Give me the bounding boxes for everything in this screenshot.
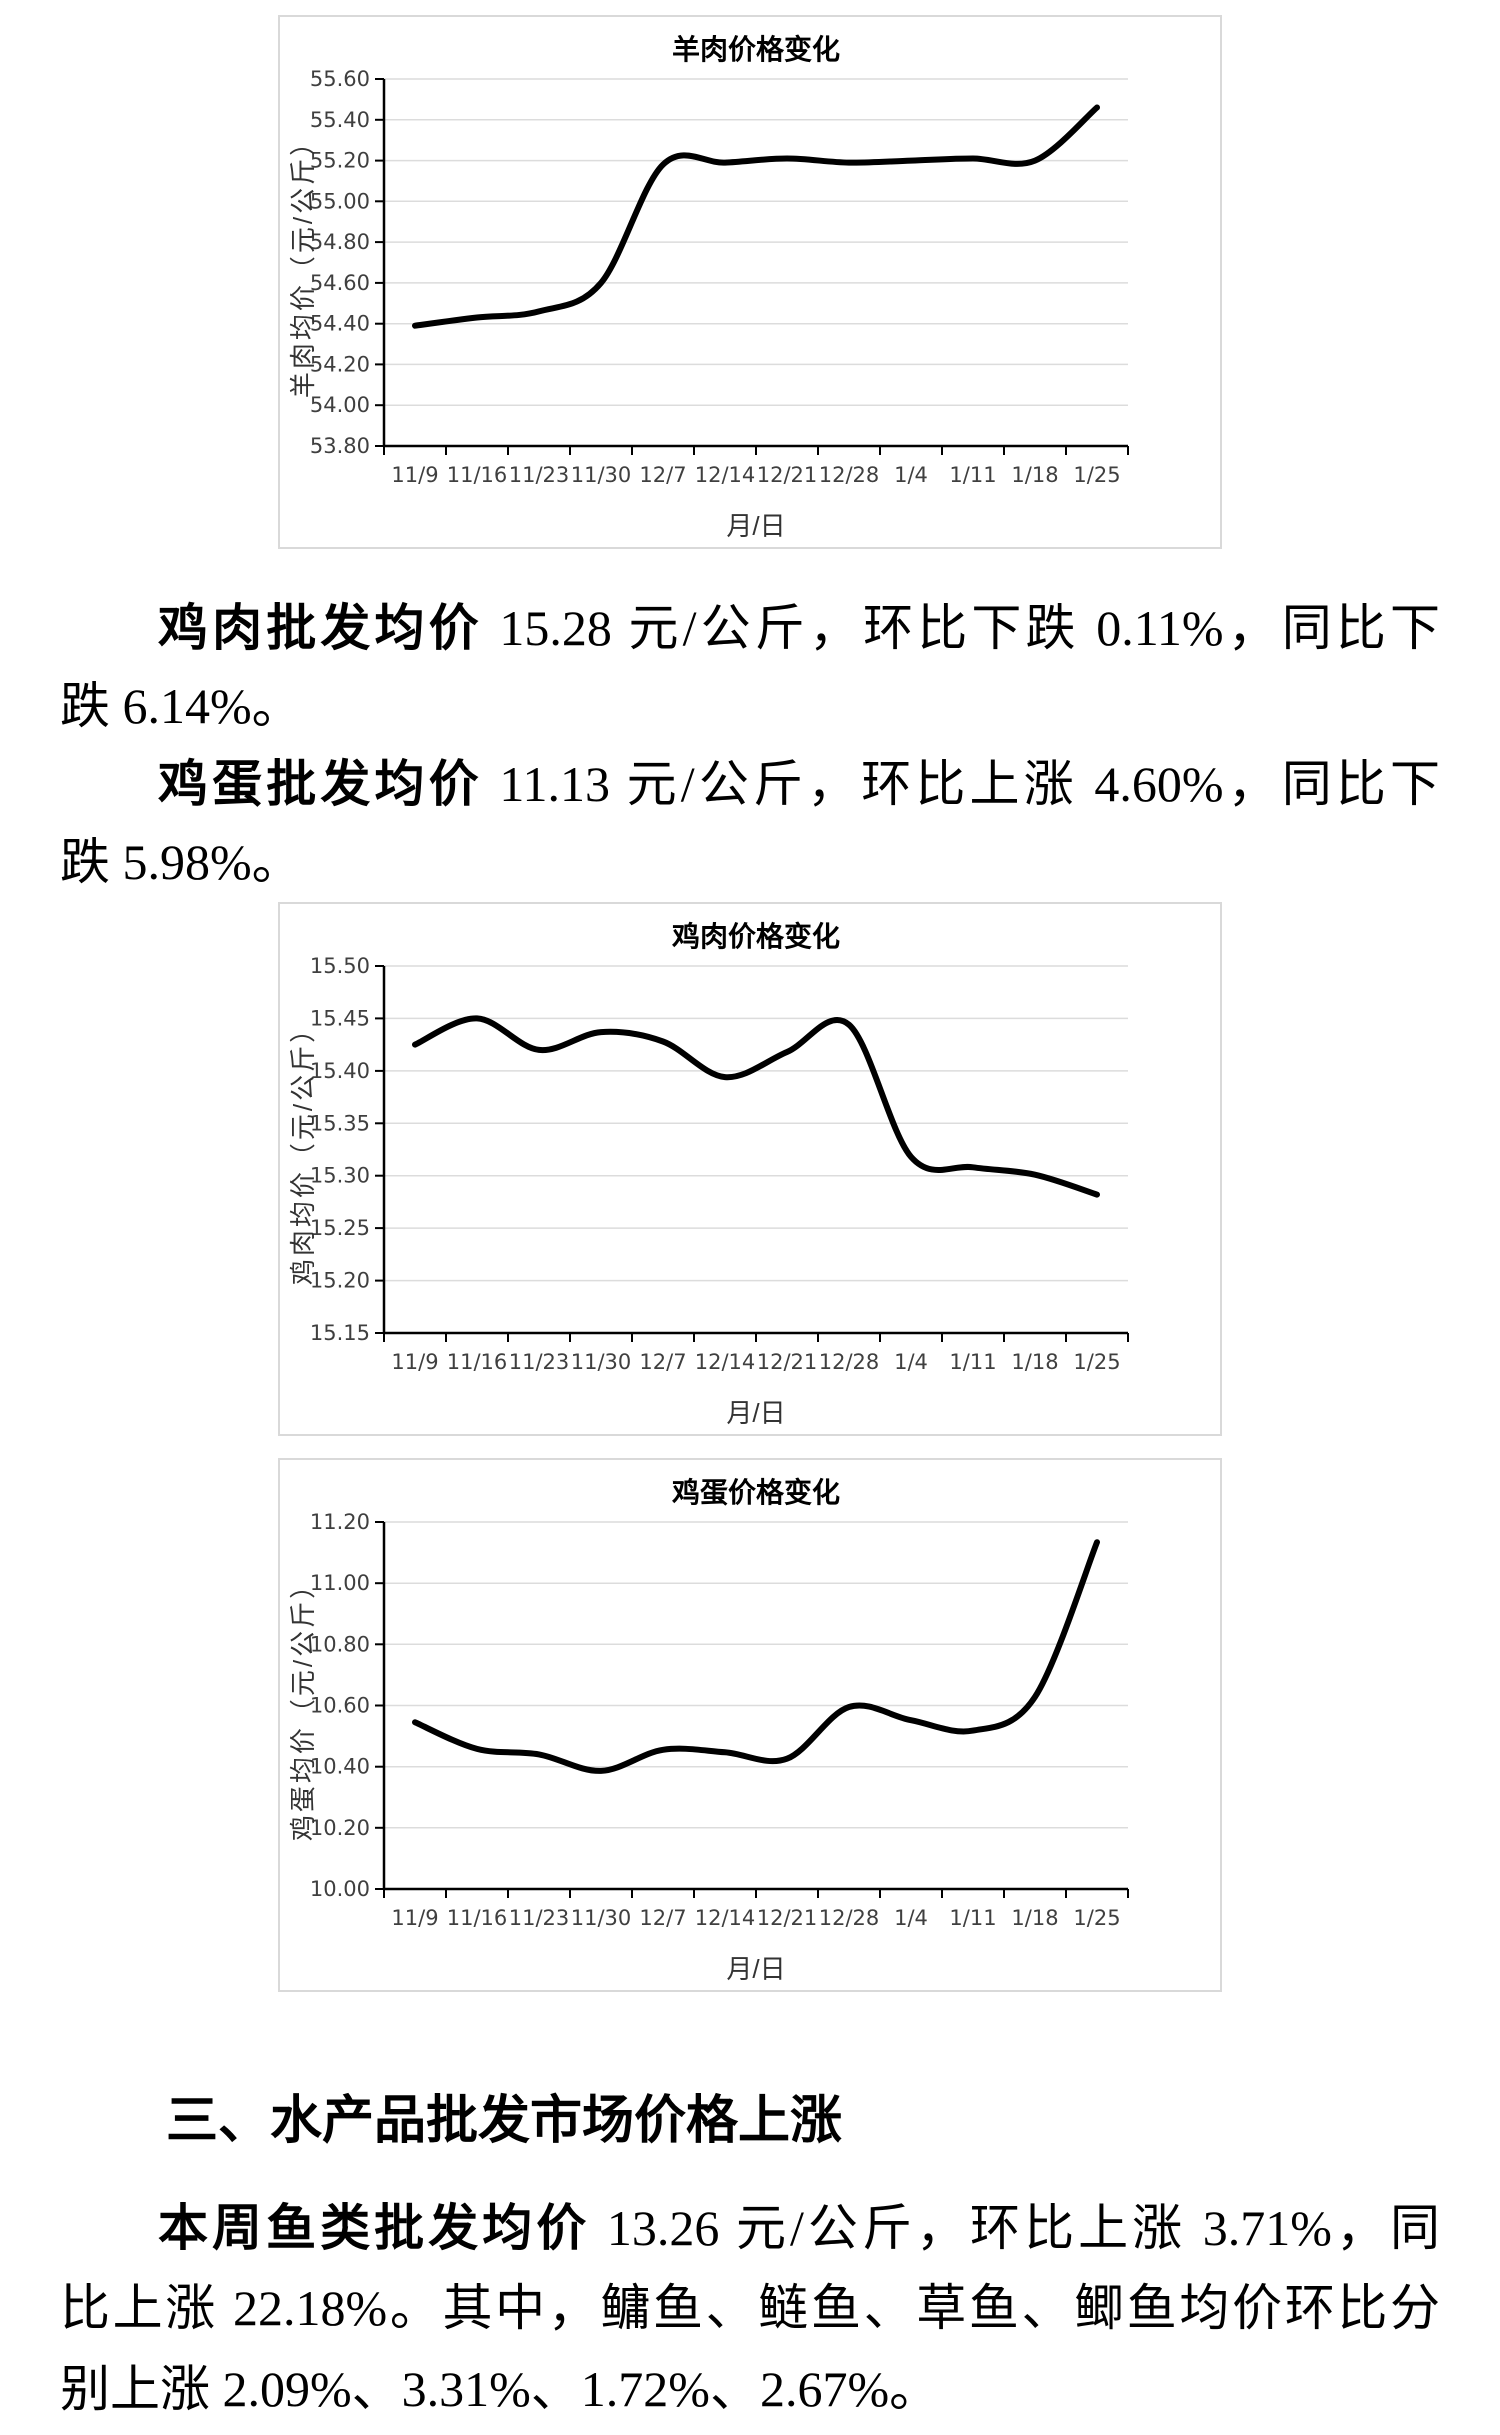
y-tick-label: 15.35 [310, 1111, 370, 1135]
chart-title: 鸡肉价格变化 [671, 920, 840, 952]
y-tick-label: 10.20 [310, 1816, 370, 1840]
x-tick-label: 12/21 [757, 1906, 818, 1930]
paragraph-chicken-line2: 跌 6.14%。 [60, 678, 302, 734]
x-axis-title: 月/日 [726, 511, 785, 541]
x-tick-label: 11/30 [571, 1350, 632, 1374]
fish-price-bold-run: 本周鱼类批发均价 [158, 2200, 591, 2256]
series-line [412, 1539, 1100, 1774]
paragraph-egg-line2: 跌 5.98%。 [60, 834, 302, 890]
x-tick-label: 1/4 [894, 1350, 928, 1374]
y-tick-label: 15.25 [310, 1216, 370, 1240]
x-tick-label: 11/23 [509, 463, 570, 487]
y-tick-label: 11.20 [310, 1510, 370, 1534]
y-tick-label: 15.40 [310, 1059, 370, 1083]
x-tick-label: 11/16 [447, 1350, 508, 1374]
x-tick-label: 11/30 [571, 1906, 632, 1930]
x-tick-label: 12/7 [639, 1350, 686, 1374]
y-tick-label: 54.40 [310, 312, 370, 336]
x-tick-label: 12/21 [757, 1350, 818, 1374]
paragraph-fish-line2: 比上涨 22.18%。其中，鳙鱼、鲢鱼、草鱼、鲫鱼均价环比分 [60, 2280, 1440, 2336]
series-line [412, 104, 1100, 329]
x-tick-label: 11/30 [571, 463, 632, 487]
chart-canvas: 15.15 15.20 15.25 15.30 15.35 15.40 15.45 15.50… [288, 920, 1129, 1428]
x-tick-label: 1/18 [1011, 463, 1058, 487]
y-tick-label: 10.00 [310, 1877, 370, 1901]
y-tick-label: 10.60 [310, 1694, 370, 1718]
fish-price-text-run: 13.26 元/公斤，环比上涨 3.71%，同 [590, 2200, 1441, 2256]
x-tick-label: 12/21 [757, 463, 818, 487]
x-tick-label: 1/18 [1011, 1350, 1058, 1374]
y-tick-label: 15.45 [310, 1006, 370, 1030]
chart-title: 羊肉价格变化 [672, 33, 840, 65]
x-tick-label: 11/23 [509, 1906, 570, 1930]
chart-title: 鸡蛋价格变化 [671, 1476, 840, 1508]
x-tick-label: 12/28 [819, 463, 880, 487]
x-axis-title: 月/日 [726, 1954, 785, 1984]
x-tick-label: 12/28 [819, 1906, 880, 1930]
x-tick-label: 1/18 [1011, 1906, 1058, 1930]
y-axis-title: 鸡蛋均价（元/公斤） [288, 1570, 318, 1841]
x-tick-label: 1/4 [894, 1906, 928, 1930]
y-tick-label: 54.60 [310, 271, 370, 295]
y-tick-label: 15.50 [310, 954, 370, 978]
paragraph-chicken-line1: 鸡肉批发均价 15.28 元/公斤，环比下跌 0.11%，同比下 [60, 596, 1440, 660]
chicken-price-bold-run: 鸡肉批发均价 [158, 600, 483, 656]
section-heading-aquatic: 三、水产品批发市场价格上涨 [166, 2092, 843, 2150]
x-tick-label: 12/7 [639, 463, 686, 487]
x-axis-title: 月/日 [726, 1398, 785, 1428]
y-axis-title: 羊肉均价（元/公斤） [288, 127, 318, 398]
series-line [412, 1015, 1100, 1198]
egg-price-bold-run: 鸡蛋批发均价 [158, 756, 483, 812]
y-tick-label: 15.30 [310, 1164, 370, 1188]
chart-canvas: 53.80 54.00 54.20 54.40 54.60 54.80 55.00 55.20… [288, 33, 1129, 541]
y-tick-label: 55.20 [310, 149, 370, 173]
x-tick-label: 1/25 [1073, 463, 1120, 487]
y-tick-label: 54.80 [310, 230, 370, 254]
x-tick-label: 1/4 [894, 463, 928, 487]
x-tick-label: 11/9 [391, 1906, 438, 1930]
chicken-price-chart: 15.15 15.20 15.25 15.30 15.35 15.40 15.45 15.50… [278, 902, 1222, 1436]
y-axis-title: 鸡肉均价（元/公斤） [288, 1014, 318, 1285]
x-tick-label: 11/16 [447, 1906, 508, 1930]
x-tick-label: 1/25 [1073, 1350, 1120, 1374]
y-tick-label: 10.40 [310, 1755, 370, 1779]
x-tick-label: 11/9 [391, 1350, 438, 1374]
x-tick-label: 1/11 [949, 1906, 996, 1930]
x-tick-label: 12/14 [695, 1350, 756, 1374]
x-tick-label: 12/7 [639, 1906, 686, 1930]
y-tick-label: 54.20 [310, 352, 370, 376]
chart-canvas: 10.00 10.20 10.40 10.60 10.80 11.00 11.20 11/9 1… [288, 1476, 1129, 1984]
y-tick-label: 54.00 [310, 393, 370, 417]
x-tick-label: 11/23 [509, 1350, 570, 1374]
paragraph-fish-line1: 本周鱼类批发均价 13.26 元/公斤，环比上涨 3.71%，同 [60, 2196, 1440, 2260]
paragraph-egg-line1: 鸡蛋批发均价 11.13 元/公斤，环比上涨 4.60%，同比下 [60, 752, 1440, 816]
chicken-price-text-run: 15.28 元/公斤，环比下跌 0.11%，同比下 [482, 600, 1441, 656]
egg-price-chart: 10.00 10.20 10.40 10.60 10.80 11.00 11.20 11/9 1… [278, 1458, 1222, 1992]
y-tick-label: 55.40 [310, 108, 370, 132]
x-tick-label: 1/11 [949, 1350, 996, 1374]
y-tick-label: 55.60 [310, 67, 370, 91]
paragraph-fish-line3: 别上涨 2.09%、3.31%、1.72%、2.67%。 [60, 2361, 940, 2417]
y-tick-label: 10.80 [310, 1632, 370, 1656]
x-tick-label: 11/16 [447, 463, 508, 487]
x-tick-label: 12/14 [695, 463, 756, 487]
y-tick-label: 55.00 [310, 189, 370, 213]
x-tick-label: 1/11 [949, 463, 996, 487]
x-tick-label: 1/25 [1073, 1906, 1120, 1930]
egg-price-text-run: 11.13 元/公斤，环比上涨 4.60%，同比下 [482, 756, 1441, 812]
y-tick-label: 11.00 [310, 1571, 370, 1595]
y-tick-label: 15.20 [310, 1269, 370, 1293]
y-tick-label: 53.80 [310, 434, 370, 458]
x-tick-label: 12/14 [695, 1906, 756, 1930]
x-tick-label: 12/28 [819, 1350, 880, 1374]
x-tick-label: 11/9 [391, 463, 438, 487]
y-tick-label: 15.15 [310, 1321, 370, 1345]
mutton-price-chart: 53.80 54.00 54.20 54.40 54.60 54.80 55.00 55.20… [278, 15, 1222, 549]
